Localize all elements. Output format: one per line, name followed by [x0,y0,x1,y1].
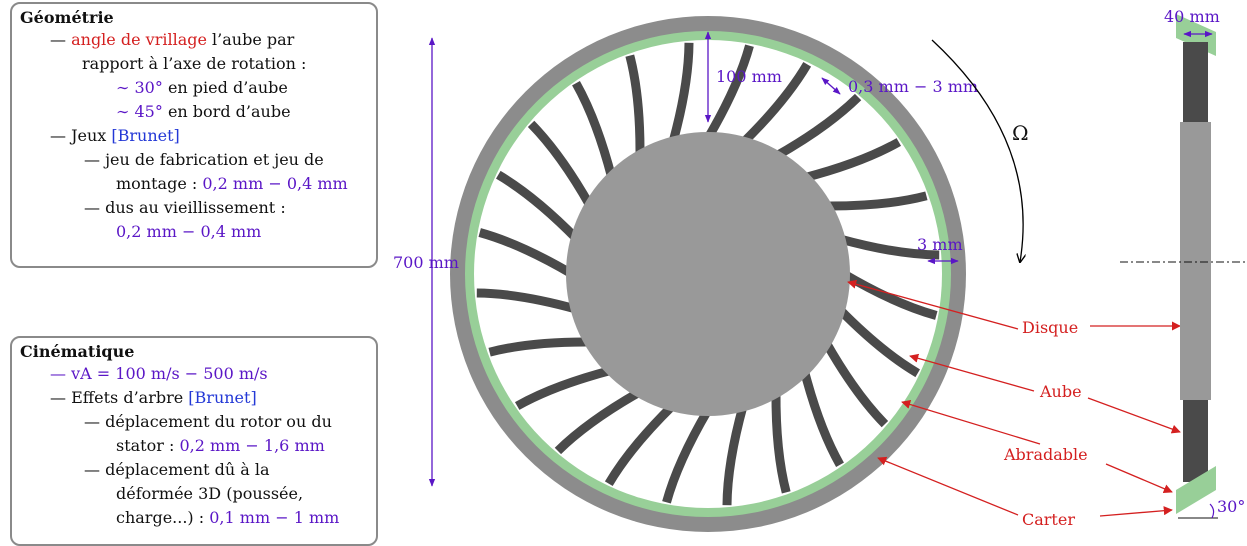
blade [527,120,595,209]
blade [496,170,580,242]
blade [799,369,844,468]
disk-arrow-left [847,279,1019,330]
blade [773,93,862,161]
blade [704,44,754,141]
side-disk [1180,122,1211,400]
bullet-dash: — [84,412,100,431]
aging-value: 0,2 mm − 0,4 mm [116,222,262,241]
disk [566,132,850,416]
blade [836,306,920,378]
abradable-arrow-left [901,400,1041,445]
fab-line: — jeu de fabrication et jeu de [84,148,324,172]
shaft-text: Effets d’arbre [71,388,189,407]
aging-text: dus au vieillissement : [105,198,286,217]
deformation-line-3: charge...) : 0,1 mm − 1 mm [116,506,339,530]
deformation-text: déplacement dû à la [105,460,270,479]
blade [740,62,812,146]
foot-angle-value: ∼ 30° [116,78,163,97]
casing-label: Carter [1022,510,1075,529]
rotation-arrow [931,39,1023,262]
side-view: 30° 40 mm [1120,7,1245,519]
kinematics-box: Cinématique — vA = 100 m/s − 500 m/s — E… [10,336,378,546]
deformation-value: 0,1 mm − 1 mm [209,508,340,527]
speed-line: — vA = 100 m/s − 500 m/s [50,362,268,386]
clearance-ref[interactable]: [Brunet] [111,126,180,145]
blade [838,234,940,260]
diameter-label: 700 mm [393,253,459,272]
abradable-label: Abradable [1003,445,1088,464]
blade-label: Aube [1039,382,1082,401]
angle-label: 30° [1217,497,1245,516]
blade [668,42,694,144]
gap-dimension-line [821,77,841,95]
side-abradable-bottom [1176,466,1216,514]
blade [478,228,575,278]
blade [722,404,748,506]
shaft-ref[interactable]: [Brunet] [188,388,257,407]
rotor-value: 0,2 mm − 1,6 mm [179,436,325,455]
blade-arrow-right [1087,397,1181,434]
bullet-dash: — [50,364,66,383]
abradable-arrow-right [1105,463,1173,493]
fab-value: 0,2 mm − 0,4 mm [202,174,348,193]
turbomachine-diagram: 700 mm 100 mm 0,3 mm − 3 mm 3 mm Ω Disqu… [393,7,1245,532]
abradable-thickness-label: 3 mm [917,235,963,254]
rotor-text-2: stator : [116,436,180,455]
blade [771,391,791,494]
blade [803,138,902,183]
edge-angle-line: ∼ 45° en bord d’aube [116,100,291,124]
aging-line: — dus au vieillissement : [84,196,286,220]
blade [662,407,712,504]
fab-line-2: montage : 0,2 mm − 0,4 mm [116,172,348,196]
blade-arrow-left [909,353,1035,392]
bullet-dash: — [50,30,66,49]
blade [825,191,928,211]
bullet-dash: — [84,460,100,479]
rotation-label: Ω [1012,121,1029,145]
rotor-line-2: stator : 0,2 mm − 1,6 mm [116,434,325,458]
twist-line: — angle de vrillage l’aube par [50,28,294,52]
shaft-line: — Effets d’arbre [Brunet] [50,386,257,410]
foot-angle-line: ∼ 30° en pied d’aube [116,76,288,100]
bullet-dash: — [50,388,66,407]
edge-angle-text: en bord d’aube [162,102,291,121]
rotor-text: déplacement du rotor ou du [105,412,332,431]
angle-arc [1209,503,1215,519]
edge-angle-value: ∼ 45° [116,102,163,121]
geometry-box: Géométrie — angle de vrillage l’aube par… [10,2,378,268]
blade-width-label: 40 mm [1164,7,1220,26]
blade [572,80,617,179]
foot-angle-text: en pied d’aube [162,78,288,97]
casing-arrow-right [1099,506,1173,517]
blade [476,288,578,314]
blade [514,365,613,410]
blade-height-label: 100 mm [716,67,782,86]
fab-text-2: montage : [116,174,203,193]
deformation-line-2: déformée 3D (poussée, [116,484,304,503]
blade [821,339,889,428]
deformation-text-3: charge...) : [116,508,210,527]
twist-rest: l’aube par [206,30,295,49]
casing-arrow-left [877,456,1019,516]
speed-value: vA = 100 m/s − 500 m/s [71,364,268,383]
geometry-title: Géométrie [20,8,114,27]
blade [625,54,645,157]
gap-label: 0,3 mm − 3 mm [848,77,978,96]
blades [476,42,940,506]
twist-term: angle de vrillage [71,30,207,49]
disk-label: Disque [1022,318,1078,337]
blade [554,387,643,455]
fab-text: jeu de fabrication et jeu de [105,150,324,169]
blade [604,402,676,486]
deformation-line: — déplacement dû à la [84,458,270,482]
clearance-text: Jeux [71,126,112,145]
twist-line-2: rapport à l’axe de rotation : [82,54,307,73]
bullet-dash: — [84,198,100,217]
blade [488,337,591,357]
kinematics-title: Cinématique [20,342,135,361]
bullet-dash: — [50,126,66,145]
bullet-dash: — [84,150,100,169]
clearance-line: — Jeux [Brunet] [50,124,180,148]
rotor-line: — déplacement du rotor ou du [84,410,332,434]
